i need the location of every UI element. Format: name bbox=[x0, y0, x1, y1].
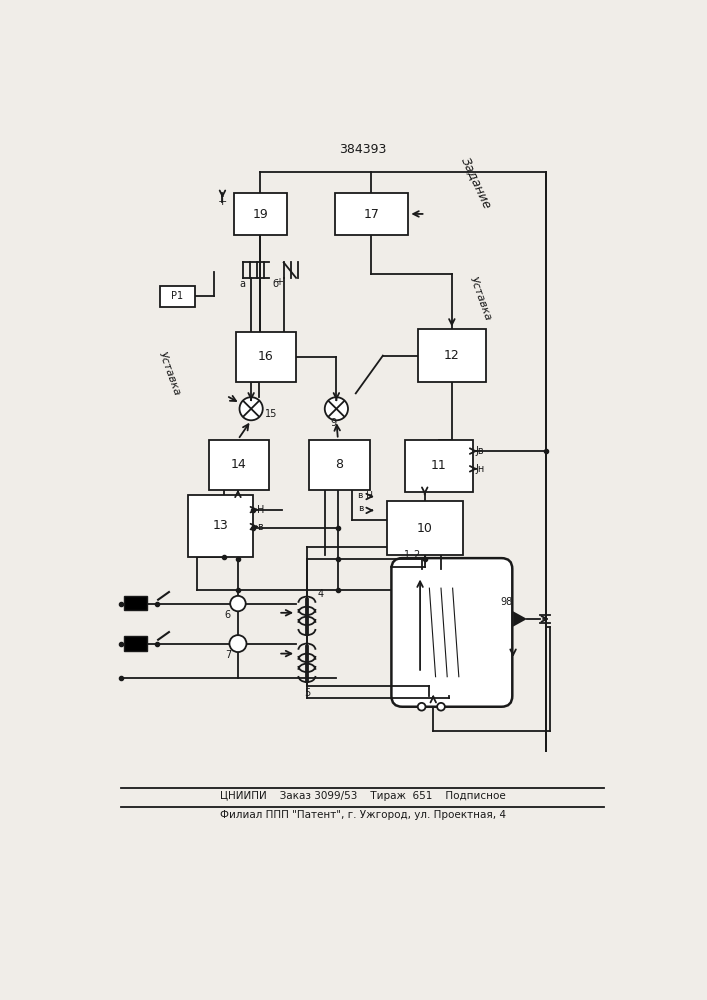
FancyBboxPatch shape bbox=[392, 558, 513, 707]
Text: Филиал ППП "Патент", г. Ужгород, ул. Проектная, 4: Филиал ППП "Патент", г. Ужгород, ул. Про… bbox=[220, 810, 506, 820]
Text: 17: 17 bbox=[363, 208, 380, 221]
Text: 7: 7 bbox=[225, 650, 231, 660]
Bar bbox=[160, 286, 194, 307]
Polygon shape bbox=[513, 611, 527, 627]
Text: б: б bbox=[273, 279, 279, 289]
Text: +: + bbox=[218, 197, 227, 207]
Bar bbox=[335, 193, 409, 235]
Text: т: т bbox=[422, 557, 428, 566]
Text: P1: P1 bbox=[171, 291, 184, 301]
Text: в: в bbox=[257, 522, 263, 532]
Bar bbox=[404, 440, 473, 492]
Text: 4: 4 bbox=[317, 589, 324, 599]
Text: в: в bbox=[358, 504, 363, 513]
Text: 98: 98 bbox=[501, 597, 513, 607]
Circle shape bbox=[230, 596, 246, 611]
Circle shape bbox=[437, 703, 445, 711]
Text: 11: 11 bbox=[431, 459, 447, 472]
Bar bbox=[209, 440, 269, 490]
Text: Jв: Jв bbox=[476, 446, 484, 456]
Circle shape bbox=[230, 635, 247, 652]
Bar bbox=[124, 636, 147, 651]
Text: 9: 9 bbox=[330, 418, 337, 428]
Text: 15: 15 bbox=[265, 409, 277, 419]
Text: Уставка: Уставка bbox=[156, 351, 182, 398]
Text: 8: 8 bbox=[336, 458, 344, 471]
Text: Задание: Задание bbox=[459, 155, 494, 211]
Text: Н: Н bbox=[257, 505, 264, 515]
Bar bbox=[234, 193, 287, 235]
Bar bbox=[235, 332, 296, 382]
Text: 5: 5 bbox=[304, 688, 310, 698]
Text: a: a bbox=[240, 279, 245, 289]
Text: +: + bbox=[275, 277, 283, 287]
Circle shape bbox=[418, 703, 426, 711]
Circle shape bbox=[325, 397, 348, 420]
Text: в Н: в Н bbox=[358, 491, 373, 500]
Bar bbox=[387, 501, 462, 555]
Circle shape bbox=[240, 397, 263, 420]
Text: 19: 19 bbox=[252, 208, 268, 221]
Text: 13: 13 bbox=[213, 519, 228, 532]
Text: 10: 10 bbox=[417, 522, 433, 535]
Text: Jн: Jн bbox=[476, 464, 485, 474]
Text: 16: 16 bbox=[258, 350, 274, 363]
Bar bbox=[418, 329, 486, 382]
Text: ЦНИИПИ    Заказ 3099/53    Тираж  651    Подписное: ЦНИИПИ Заказ 3099/53 Тираж 651 Подписное bbox=[220, 791, 506, 801]
Bar bbox=[309, 440, 370, 490]
Bar bbox=[187, 495, 253, 557]
Text: 1: 1 bbox=[404, 550, 410, 560]
Text: 12: 12 bbox=[444, 349, 460, 362]
Text: 6: 6 bbox=[225, 610, 231, 620]
Text: 384393: 384393 bbox=[339, 143, 387, 156]
Text: 2: 2 bbox=[413, 550, 419, 560]
Bar bbox=[124, 596, 147, 610]
Text: 14: 14 bbox=[231, 458, 247, 471]
Text: Уставка: Уставка bbox=[468, 275, 493, 322]
